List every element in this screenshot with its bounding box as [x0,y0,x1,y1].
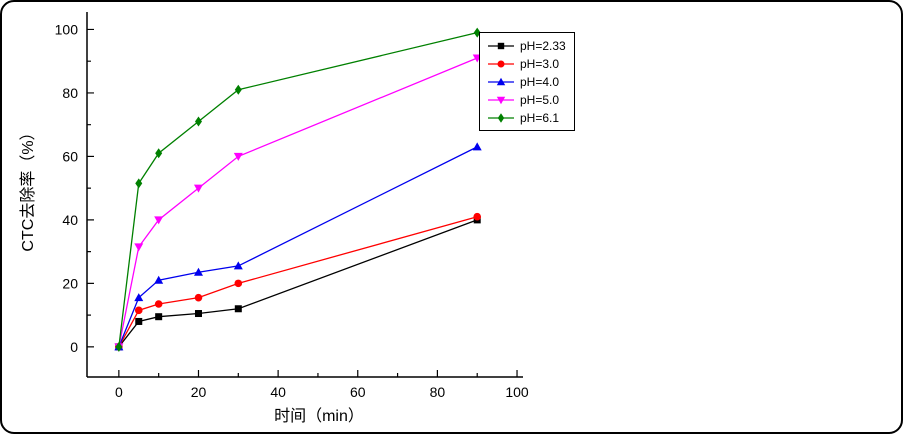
svg-text:20: 20 [191,384,207,400]
svg-text:100: 100 [55,21,79,37]
legend-marker-icon [488,60,514,67]
axes [86,12,523,378]
line-chart: 0 20 40 60 80 100 0 20 40 60 80 100 [55,12,529,400]
legend-entry: pH=3.0 [486,56,566,71]
legend-label: pH=2.33 [520,38,566,53]
axis-ticks [87,28,518,377]
legend-label: pH=3.0 [520,56,560,71]
legend-entry: pH=4.0 [486,74,566,89]
svg-text:60: 60 [350,384,366,400]
svg-text:100: 100 [505,384,529,400]
svg-text:40: 40 [62,212,78,228]
series-pH=5.0 [114,54,482,352]
series-pH=4.0 [114,142,482,351]
legend-marker-icon [488,42,514,49]
svg-text:0: 0 [70,339,78,355]
tick-labels: 0 20 40 60 80 100 0 20 40 60 80 100 [55,21,529,400]
legend-marker-icon [488,112,514,123]
svg-text:80: 80 [62,85,78,101]
svg-text:60: 60 [62,148,78,164]
legend-entry: pH=2.33 [486,38,566,53]
series-pH=6.1 [115,27,481,352]
legend-entry: pH=5.0 [486,92,566,107]
svg-text:20: 20 [62,275,78,291]
legend-label: pH=5.0 [520,92,560,107]
y-axis-title: CTC去除率（%） [20,124,37,252]
legend-label: pH=4.0 [520,74,560,89]
svg-text:40: 40 [270,384,286,400]
legend-entry: pH=6.1 [486,110,566,125]
legend-marker-icon [488,96,514,104]
legend: pH=2.33 pH=3.0 pH=4.0 pH=5.0 pH=6.1 [479,32,575,131]
svg-text:80: 80 [430,384,446,400]
legend-label: pH=6.1 [520,110,560,125]
series-pH=3.0 [115,212,482,351]
x-axis-title: 时间（min） [274,408,364,425]
legend-marker-icon [488,77,514,85]
svg-text:0: 0 [115,384,123,400]
